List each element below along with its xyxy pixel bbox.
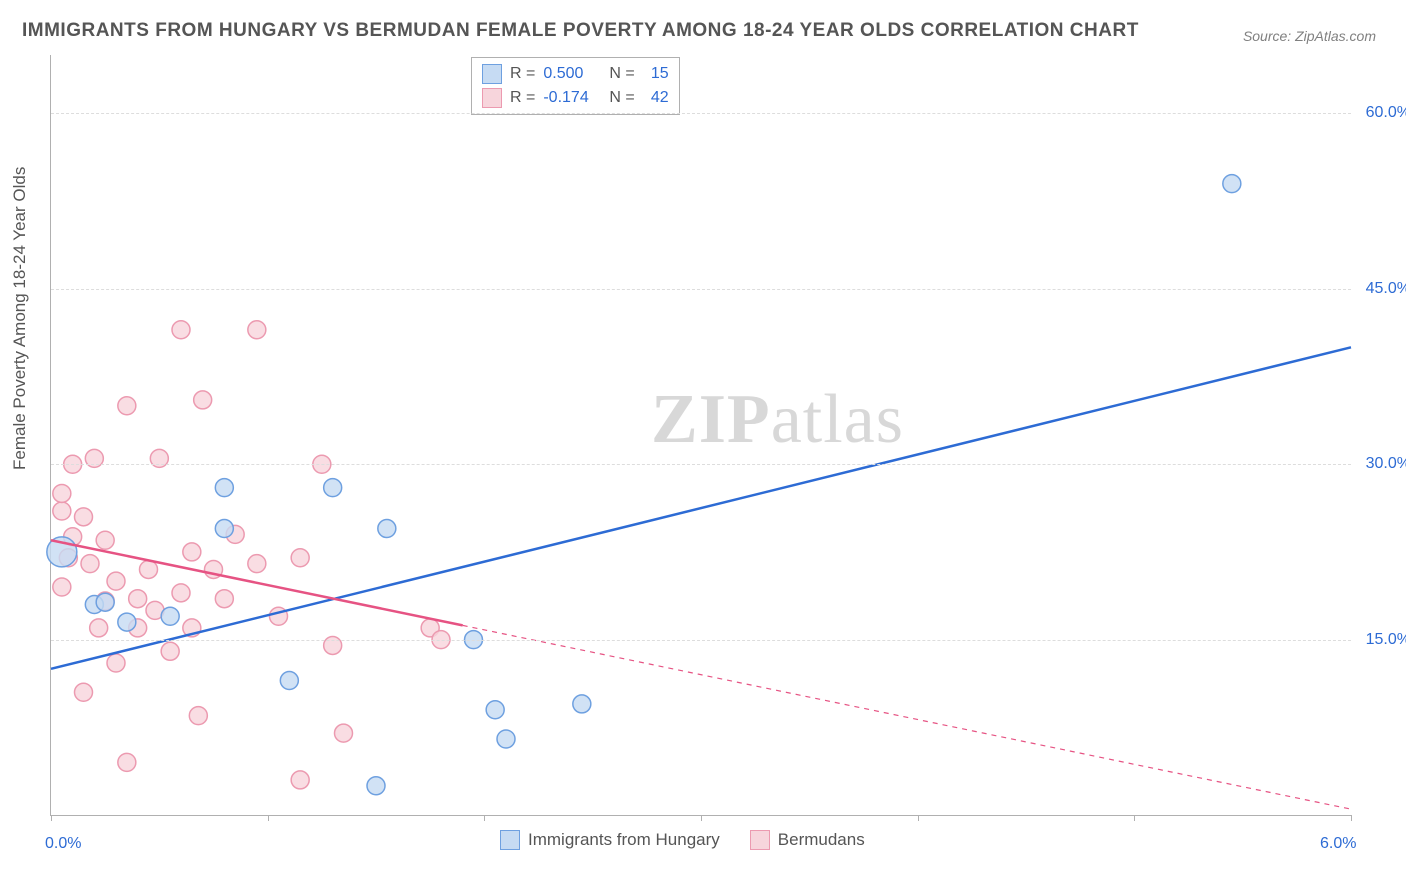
scatter-point xyxy=(573,695,591,713)
scatter-point xyxy=(189,707,207,725)
x-tick xyxy=(51,815,52,821)
scatter-point xyxy=(248,555,266,573)
y-tick-label: 45.0% xyxy=(1366,280,1406,298)
y-tick-label: 30.0% xyxy=(1366,455,1406,473)
legend-r-value: 0.500 xyxy=(543,62,601,86)
legend-n-label: N = xyxy=(609,62,634,86)
scatter-point xyxy=(367,777,385,795)
legend-label: Bermudans xyxy=(778,830,865,850)
legend-item-bermudans: Bermudans xyxy=(750,830,865,850)
scatter-point xyxy=(486,701,504,719)
legend-n-label: N = xyxy=(609,86,634,110)
scatter-point xyxy=(1223,175,1241,193)
scatter-point xyxy=(183,543,201,561)
scatter-point xyxy=(215,479,233,497)
scatter-point xyxy=(161,607,179,625)
swatch-bermudans-icon xyxy=(750,830,770,850)
gridline xyxy=(51,464,1351,465)
legend-row-bermudans: R = -0.174 N = 42 xyxy=(482,86,669,110)
gridline xyxy=(51,113,1351,114)
gridline xyxy=(51,289,1351,290)
gridline xyxy=(51,640,1351,641)
scatter-point xyxy=(280,672,298,690)
scatter-point xyxy=(53,484,71,502)
scatter-point xyxy=(75,508,93,526)
scatter-point xyxy=(172,584,190,602)
scatter-point xyxy=(53,578,71,596)
legend-r-value: -0.174 xyxy=(543,86,601,110)
scatter-point xyxy=(118,397,136,415)
x-tick xyxy=(484,815,485,821)
scatter-point xyxy=(248,321,266,339)
scatter-point xyxy=(172,321,190,339)
legend-item-hungary: Immigrants from Hungary xyxy=(500,830,720,850)
legend-n-value: 15 xyxy=(643,62,669,86)
legend-row-hungary: R = 0.500 N = 15 xyxy=(482,62,669,86)
scatter-point xyxy=(96,593,114,611)
legend-r-label: R = xyxy=(510,86,535,110)
scatter-point xyxy=(335,724,353,742)
x-tick xyxy=(1134,815,1135,821)
source-attribution: Source: ZipAtlas.com xyxy=(1243,28,1376,44)
chart-svg xyxy=(51,55,1351,815)
legend-r-label: R = xyxy=(510,62,535,86)
scatter-point xyxy=(118,613,136,631)
series-legend: Immigrants from Hungary Bermudans xyxy=(500,830,865,850)
plot-area: ZIPatlas R = 0.500 N = 15 R = -0.174 N =… xyxy=(50,55,1351,816)
legend-n-value: 42 xyxy=(643,86,669,110)
scatter-point xyxy=(107,572,125,590)
scatter-point xyxy=(291,771,309,789)
x-tick xyxy=(918,815,919,821)
scatter-point xyxy=(215,590,233,608)
y-tick-label: 15.0% xyxy=(1366,631,1406,649)
scatter-point xyxy=(215,520,233,538)
x-tick xyxy=(1351,815,1352,821)
scatter-point xyxy=(53,502,71,520)
swatch-hungary xyxy=(482,64,502,84)
swatch-bermudans xyxy=(482,88,502,108)
scatter-point xyxy=(291,549,309,567)
x-tick-max: 6.0% xyxy=(1320,835,1356,853)
scatter-point xyxy=(140,560,158,578)
scatter-point xyxy=(161,642,179,660)
x-tick-min: 0.0% xyxy=(45,835,81,853)
scatter-point xyxy=(194,391,212,409)
scatter-point xyxy=(118,753,136,771)
scatter-point xyxy=(107,654,125,672)
regression-line-extrapolated xyxy=(463,625,1351,809)
scatter-point xyxy=(378,520,396,538)
x-tick xyxy=(701,815,702,821)
scatter-point xyxy=(96,531,114,549)
y-tick-label: 60.0% xyxy=(1366,104,1406,122)
scatter-point xyxy=(497,730,515,748)
scatter-point xyxy=(81,555,99,573)
scatter-point xyxy=(129,590,147,608)
regression-line xyxy=(51,347,1351,669)
legend-label: Immigrants from Hungary xyxy=(528,830,720,850)
scatter-point xyxy=(90,619,108,637)
swatch-hungary-icon xyxy=(500,830,520,850)
scatter-point xyxy=(75,683,93,701)
correlation-legend: R = 0.500 N = 15 R = -0.174 N = 42 xyxy=(471,57,680,115)
y-axis-label: Female Poverty Among 18-24 Year Olds xyxy=(10,167,30,470)
scatter-point xyxy=(324,479,342,497)
x-tick xyxy=(268,815,269,821)
chart-title: IMMIGRANTS FROM HUNGARY VS BERMUDAN FEMA… xyxy=(22,20,1139,42)
